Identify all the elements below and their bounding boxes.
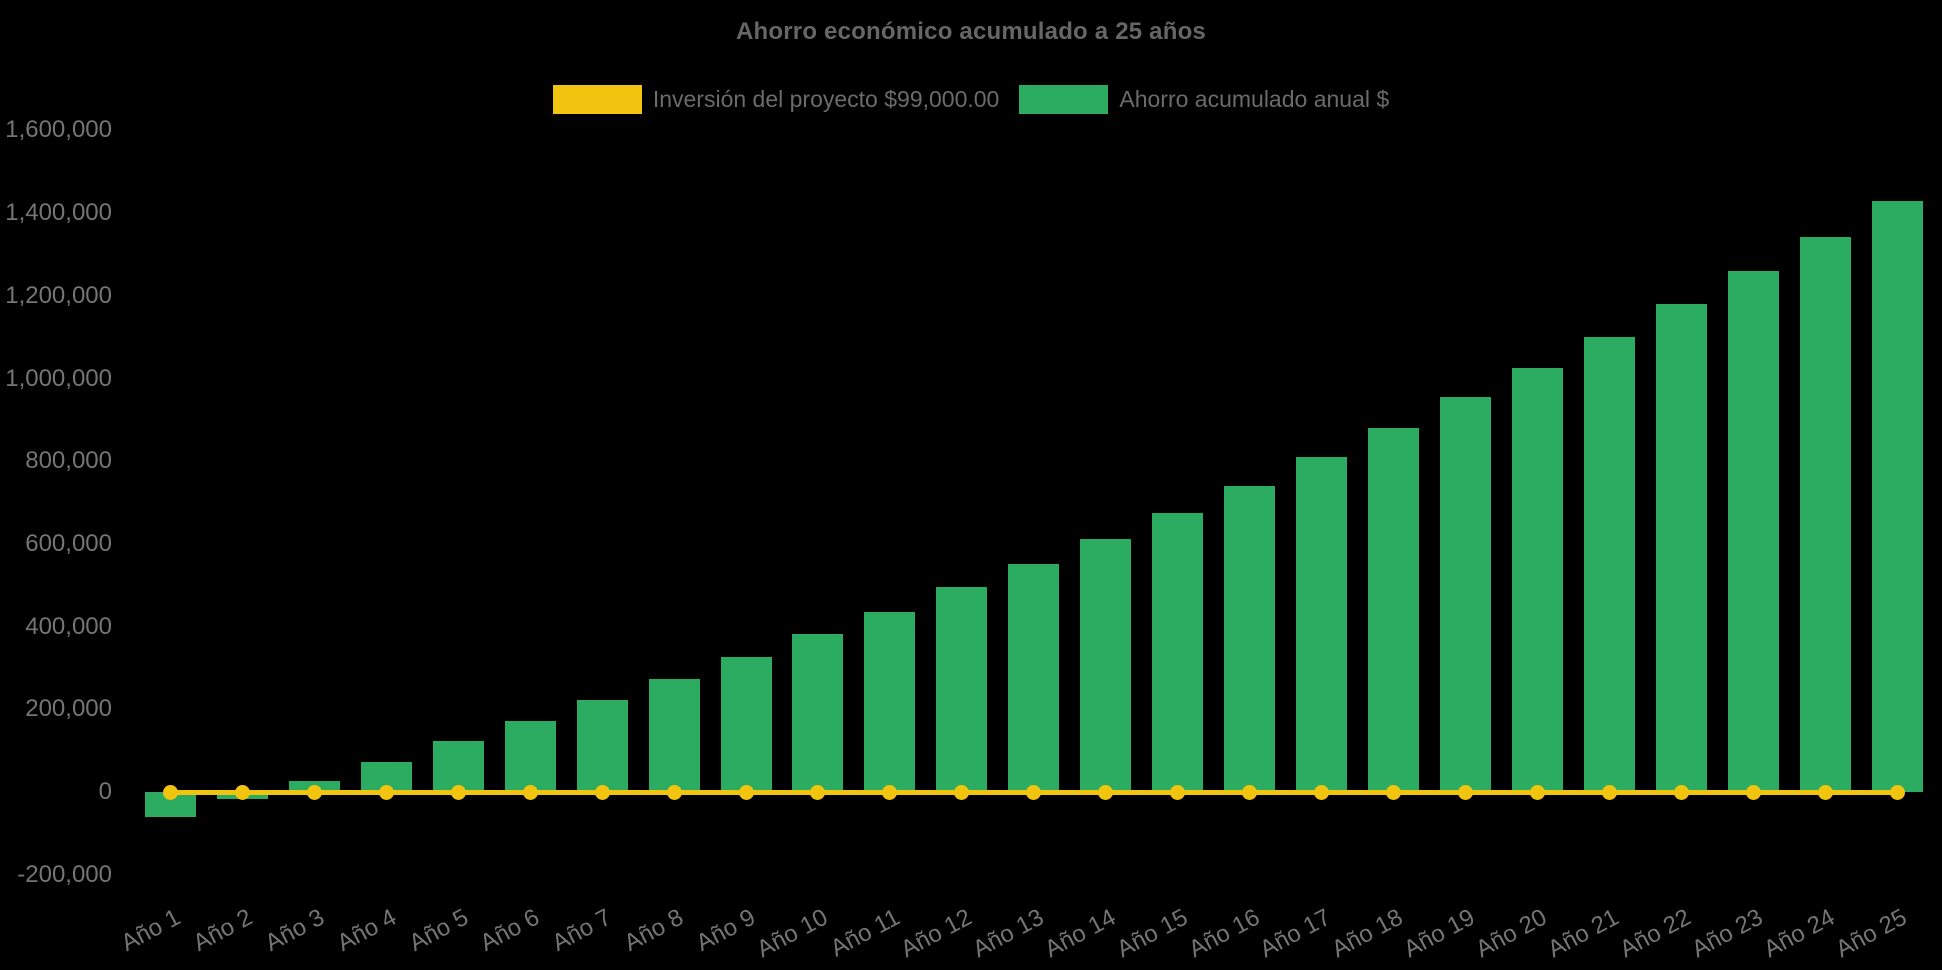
bar-año-10[interactable] <box>792 634 843 792</box>
bar-año-13[interactable] <box>1008 563 1059 792</box>
bar-año-6[interactable] <box>505 721 556 792</box>
x-axis-tick-año-3: Año 3 <box>260 903 329 957</box>
x-axis-tick-año-11: Año 11 <box>825 903 905 963</box>
bar-año-15[interactable] <box>1152 512 1203 792</box>
x-axis-tick-año-1: Año 1 <box>116 903 185 957</box>
legend-label-inversion: Inversión del proyecto $99,000.00 <box>652 86 1000 112</box>
x-axis-tick-año-19: Año 19 <box>1399 903 1480 964</box>
legend-item-ahorro[interactable]: Ahorro acumulado anual $ <box>1019 85 1389 114</box>
legend-swatch-yellow <box>552 85 642 114</box>
x-axis-tick-año-18: Año 18 <box>1327 903 1408 964</box>
investment-point-año-7[interactable] <box>594 784 610 800</box>
investment-point-año-23[interactable] <box>1745 784 1761 800</box>
x-axis-tick-año-2: Año 2 <box>188 903 257 957</box>
bar-año-19[interactable] <box>1440 397 1491 792</box>
investment-point-año-3[interactable] <box>306 784 322 800</box>
x-axis-tick-año-12: Año 12 <box>896 903 976 964</box>
investment-point-año-6[interactable] <box>522 784 538 800</box>
bar-año-17[interactable] <box>1296 457 1347 792</box>
investment-point-año-17[interactable] <box>1314 784 1330 800</box>
investment-point-año-20[interactable] <box>1529 784 1545 800</box>
chart-legend: Inversión del proyecto $99,000.00 Ahorro… <box>0 85 1942 114</box>
bar-año-22[interactable] <box>1656 304 1707 792</box>
bar-año-21[interactable] <box>1584 336 1635 792</box>
x-axis-tick-año-5: Año 5 <box>404 903 473 957</box>
y-axis-tick-600,000: 600,000 <box>25 529 112 557</box>
x-axis-tick-año-6: Año 6 <box>476 903 545 957</box>
y-axis-tick-1,600,000: 1,600,000 <box>5 116 112 144</box>
investment-point-año-9[interactable] <box>738 784 754 800</box>
bar-año-23[interactable] <box>1728 270 1779 792</box>
bar-año-18[interactable] <box>1368 427 1419 792</box>
legend-swatch-green <box>1019 85 1109 114</box>
investment-point-año-18[interactable] <box>1385 784 1401 800</box>
x-axis-tick-año-14: Año 14 <box>1039 903 1120 964</box>
bar-año-5[interactable] <box>433 741 484 792</box>
y-axis-tick-400,000: 400,000 <box>25 612 112 640</box>
bar-año-25[interactable] <box>1872 201 1923 792</box>
bar-año-11[interactable] <box>864 611 915 792</box>
x-axis-tick-año-16: Año 16 <box>1183 903 1264 964</box>
investment-point-año-16[interactable] <box>1242 784 1258 800</box>
bar-año-7[interactable] <box>577 700 628 792</box>
investment-point-año-19[interactable] <box>1457 784 1473 800</box>
bar-año-12[interactable] <box>936 587 987 792</box>
bar-año-16[interactable] <box>1224 485 1275 792</box>
legend-label-ahorro: Ahorro acumulado anual $ <box>1119 86 1390 112</box>
x-axis-tick-año-9: Año 9 <box>692 903 761 957</box>
investment-point-año-5[interactable] <box>450 784 466 800</box>
investment-point-año-25[interactable] <box>1889 784 1905 800</box>
x-axis-tick-año-4: Año 4 <box>332 903 401 957</box>
investment-point-año-4[interactable] <box>378 784 394 800</box>
investment-point-año-22[interactable] <box>1673 784 1689 800</box>
bar-año-20[interactable] <box>1512 367 1563 792</box>
bar-año-24[interactable] <box>1800 236 1851 792</box>
investment-point-año-8[interactable] <box>666 784 682 800</box>
y-axis-tick-1,200,000: 1,200,000 <box>5 281 112 309</box>
investment-point-año-12[interactable] <box>954 784 970 800</box>
x-axis-tick-año-10: Año 10 <box>752 903 833 964</box>
investment-point-año-15[interactable] <box>1170 784 1186 800</box>
investment-point-año-21[interactable] <box>1601 784 1617 800</box>
investment-point-año-13[interactable] <box>1026 784 1042 800</box>
investment-point-año-11[interactable] <box>882 784 898 800</box>
y-axis-tick-800,000: 800,000 <box>25 447 112 475</box>
x-axis-tick-año-25: Año 25 <box>1831 903 1912 964</box>
investment-point-año-10[interactable] <box>810 784 826 800</box>
bar-año-8[interactable] <box>649 679 700 792</box>
y-axis-tick-0: 0 <box>98 778 112 805</box>
chart-title: Ahorro económico acumulado a 25 años <box>736 18 1206 45</box>
investment-point-año-1[interactable] <box>163 784 178 800</box>
y-axis-tick-1,400,000: 1,400,000 <box>5 199 112 227</box>
investment-point-año-14[interactable] <box>1098 784 1114 800</box>
x-axis-tick-año-24: Año 24 <box>1759 903 1840 964</box>
x-axis-tick-año-21: Año 21 <box>1543 903 1624 964</box>
x-axis-tick-año-7: Año 7 <box>548 903 617 957</box>
x-axis-tick-año-15: Año 15 <box>1111 903 1192 964</box>
x-axis-tick-año-22: Año 22 <box>1615 903 1696 964</box>
legend-item-inversion[interactable]: Inversión del proyecto $99,000.00 <box>552 85 1000 114</box>
bar-año-14[interactable] <box>1080 538 1131 792</box>
bar-año-9[interactable] <box>721 657 772 792</box>
x-axis-tick-año-8: Año 8 <box>620 903 689 957</box>
y-axis-tick--200,000: -200,000 <box>17 860 112 888</box>
y-axis-tick-1,000,000: 1,000,000 <box>5 364 112 392</box>
x-axis-tick-año-13: Año 13 <box>968 903 1048 964</box>
x-axis-tick-año-23: Año 23 <box>1687 903 1768 964</box>
investment-point-año-2[interactable] <box>234 784 250 800</box>
x-axis-tick-año-20: Año 20 <box>1471 903 1552 964</box>
x-axis-tick-año-17: Año 17 <box>1255 903 1336 964</box>
y-axis-tick-200,000: 200,000 <box>25 695 112 723</box>
investment-point-año-24[interactable] <box>1817 784 1833 800</box>
